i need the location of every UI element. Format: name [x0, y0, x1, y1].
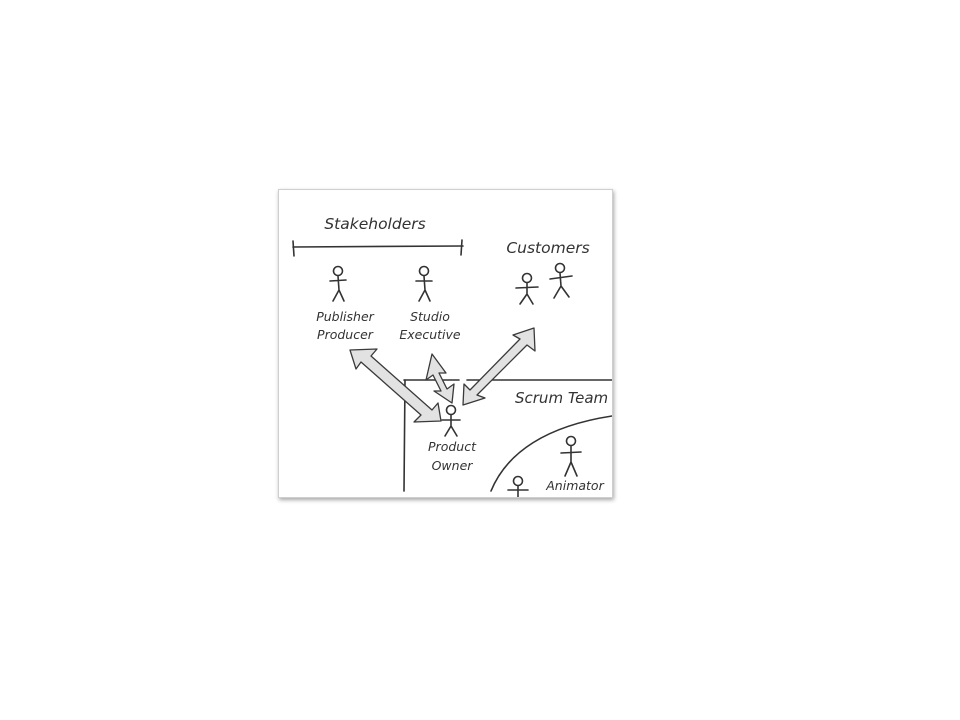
scrum-team-heading: Scrum Team — [515, 389, 608, 407]
owner-label: Owner — [432, 458, 474, 473]
stakeholders-bracket — [292, 239, 464, 257]
producer-label: Producer — [317, 327, 374, 342]
stick-figure-icon — [515, 272, 539, 305]
stick-figure-icon — [415, 265, 433, 302]
scrum-roles-diagram: Stakeholders Customers Publisher Produce… — [278, 189, 613, 498]
stick-figure-icon — [549, 262, 573, 299]
publisher-label: Publisher — [316, 309, 374, 324]
customers-heading: Customers — [506, 239, 589, 257]
stick-figure-icon — [441, 404, 461, 437]
diagram-canvas: Stakeholders Customers Publisher Produce… — [292, 215, 612, 497]
stick-figure-icon — [329, 265, 347, 302]
studio-label: Studio — [410, 309, 450, 324]
product-label: Product — [428, 439, 477, 454]
animator-label: Animator — [545, 478, 604, 493]
double-arrow-icon — [349, 348, 442, 423]
executive-label: Executive — [399, 327, 461, 342]
double-arrow-icon — [462, 327, 536, 406]
stick-figure-icon — [507, 475, 529, 497]
double-arrow-icon — [425, 353, 455, 404]
stick-figure-icon — [560, 435, 582, 477]
development-team-arc — [490, 415, 612, 492]
stakeholders-heading: Stakeholders — [324, 215, 425, 233]
